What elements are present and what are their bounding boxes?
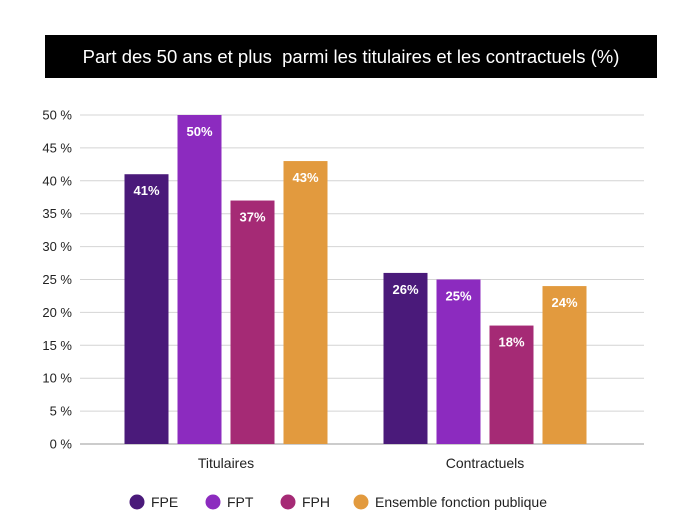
legend: FPE FPT FPH Ensemble fonction publique [129, 494, 547, 510]
legend-marker [205, 494, 221, 510]
y-tick-label: 50 % [42, 108, 72, 123]
chart-title: Part des 50 ans et plus parmi les titula… [45, 35, 657, 78]
bar-fph-titulaires [230, 200, 275, 444]
data-label: 50% [186, 124, 212, 139]
y-tick-label: 30 % [42, 239, 72, 254]
y-axis: 0 % 5 % 10 % 15 % 20 % 25 % 30 % 35 % 40 % 45 % 50… [42, 108, 72, 452]
x-axis: Titulaires Contractuels [198, 455, 524, 471]
bar-fpt-titulaires [177, 115, 222, 444]
legend-label: FPT [227, 494, 254, 510]
legend-label: FPH [302, 494, 330, 510]
data-label: 41% [133, 183, 159, 198]
legend-marker [280, 494, 296, 510]
legend-label: Ensemble fonction publique [375, 494, 547, 510]
y-tick-label: 40 % [42, 173, 72, 188]
x-category-label: Titulaires [198, 455, 254, 471]
y-tick-label: 5 % [50, 404, 73, 419]
data-label: 26% [392, 282, 418, 297]
data-label: 24% [551, 295, 577, 310]
bar-fph-contractuels [489, 325, 534, 444]
data-label: 25% [445, 289, 471, 304]
bar-fpt-contractuels [436, 279, 481, 444]
legend-label: FPE [151, 494, 178, 510]
bar-ensemble-fonction-publique-contractuels [542, 286, 587, 444]
y-tick-label: 15 % [42, 338, 72, 353]
bar-fpe-contractuels [383, 272, 428, 444]
bars: 41% 50% 37% 43% 26% 25% 18% 24% [124, 115, 587, 444]
y-tick-label: 0 % [50, 437, 73, 452]
bar-ensemble-fonction-publique-titulaires [283, 161, 328, 444]
data-label: 18% [498, 335, 524, 350]
y-tick-label: 45 % [42, 140, 72, 155]
data-label: 37% [239, 210, 265, 225]
bar-fpe-titulaires [124, 174, 169, 444]
legend-marker [129, 494, 145, 510]
x-category-label: Contractuels [446, 455, 525, 471]
y-tick-label: 25 % [42, 272, 72, 287]
y-tick-label: 10 % [42, 371, 72, 386]
y-tick-label: 35 % [42, 206, 72, 221]
legend-marker [353, 494, 369, 510]
data-label: 43% [292, 170, 318, 185]
y-tick-label: 20 % [42, 305, 72, 320]
